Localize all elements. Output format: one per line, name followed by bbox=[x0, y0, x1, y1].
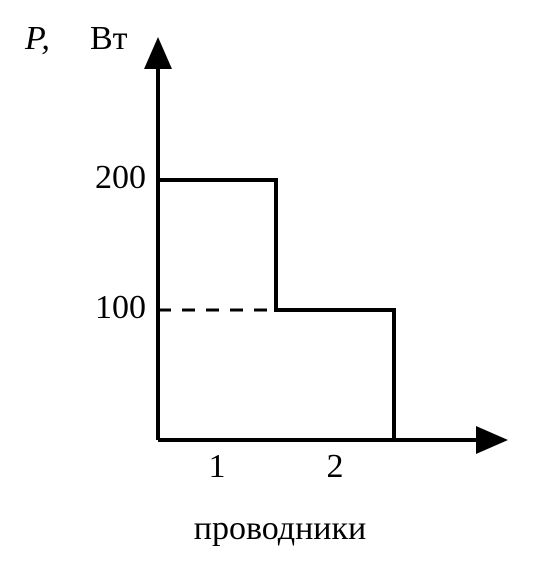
chart-svg bbox=[0, 0, 537, 570]
y-axis-unit: Вт bbox=[90, 20, 128, 58]
x-axis-title: проводники bbox=[130, 510, 430, 548]
x-tick-label: 1 bbox=[197, 448, 237, 486]
y-tick-label: 100 bbox=[66, 289, 146, 327]
y-tick-label: 200 bbox=[66, 159, 146, 197]
y-axis-label: P, bbox=[25, 20, 50, 58]
bar-chart: P, Вт 200 100 1 2 проводники bbox=[0, 0, 537, 570]
x-tick-label: 2 bbox=[315, 448, 355, 486]
